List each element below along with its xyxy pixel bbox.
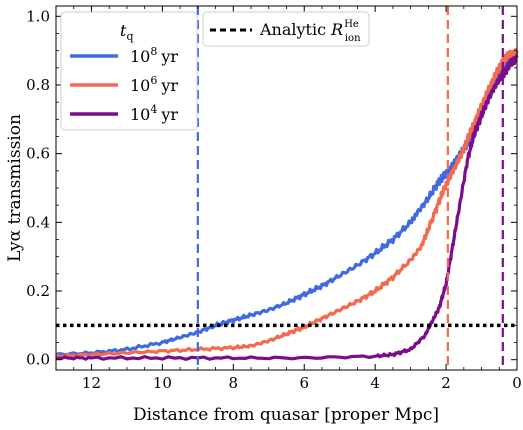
analytic-legend-frame [202,11,370,47]
y-tick-label: 0.6 [26,145,50,163]
y-tick-label: 0.2 [26,282,50,300]
series-line-4 [55,54,519,361]
x-tick-label: 4 [370,374,380,392]
x-tick-label: 10 [153,374,172,392]
x-tick-label: 0 [512,374,522,392]
legend-label-8: 108 yr [130,45,178,66]
x-tick-label: 6 [299,374,309,392]
legend-label-6: 106 yr [130,74,178,95]
x-tick-label: 12 [82,374,101,392]
legend-label-4: 104 yr [130,103,178,124]
axes: 12 10 8 6 4 2 0 0.0 0.2 0.4 0.6 0.8 1.0 [26,5,522,392]
y-tick-label: 0.4 [26,213,50,231]
y-axis-label: Lyα transmission [5,114,25,262]
y-tick-label: 1.0 [26,7,50,25]
plot-area [55,6,519,370]
series-line-6 [55,47,519,359]
y-tick-label: 0.8 [26,76,50,94]
analytic-legend-label: Analytic RHe ion [259,19,361,44]
series-legend: tq 108 yr 106 yr 104 yr [60,11,198,131]
legend-frame [60,11,198,131]
x-tick-label: 8 [229,374,239,392]
x-axis-label: Distance from quasar [proper Mpc] [133,405,439,425]
y-tick-label: 0.0 [26,351,50,369]
legend-title: tq [120,21,133,43]
x-tick-label: 2 [441,374,451,392]
analytic-legend: Analytic RHe ion [202,11,370,47]
